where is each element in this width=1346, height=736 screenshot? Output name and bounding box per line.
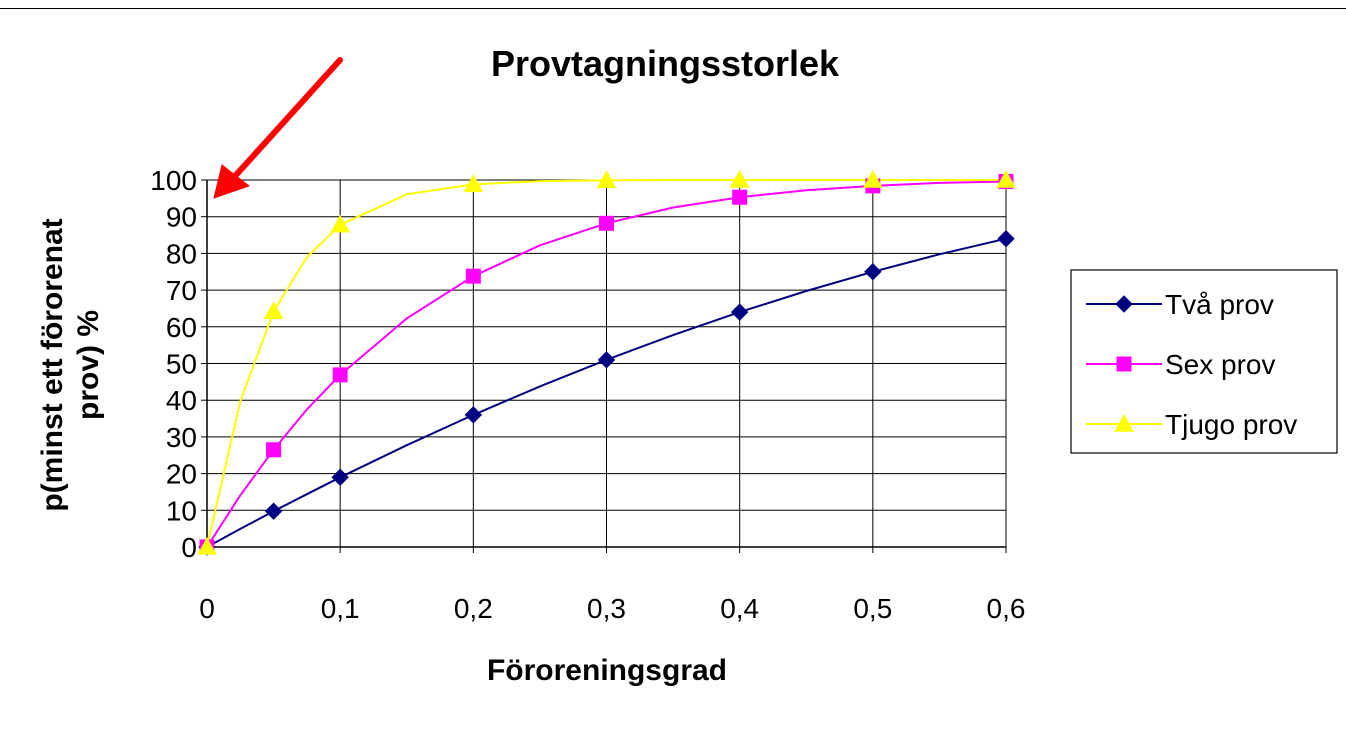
- legend: Två prov Sex prov Tjugo prov: [1070, 269, 1338, 454]
- data-point-series-2: [266, 442, 282, 458]
- y-tick-label: 90: [166, 202, 197, 233]
- x-tick-label: 0,2: [454, 593, 493, 624]
- x-tick-label: 0: [199, 593, 215, 624]
- data-point-series-1: [264, 502, 283, 520]
- data-point-series-1: [597, 351, 616, 369]
- data-point-series-2: [465, 268, 481, 284]
- x-axis-title: Föroreningsgrad: [487, 654, 727, 687]
- x-tick-label: 0,4: [720, 593, 759, 624]
- data-point-series-3: [263, 301, 284, 320]
- y-tick-label: 40: [166, 385, 197, 416]
- x-tick-label: 0,1: [321, 593, 360, 624]
- y-tick-label: 10: [166, 495, 197, 526]
- x-tick-label: 0,3: [587, 593, 626, 624]
- y-tick-label: 70: [166, 275, 197, 306]
- legend-label: Tjugo prov: [1165, 409, 1297, 440]
- red-arrow-shaft: [233, 57, 343, 178]
- x-tick-label: 0,6: [987, 593, 1026, 624]
- data-point-series-1: [331, 468, 349, 486]
- red-arrow-head: [213, 164, 251, 199]
- data-point-series-3: [330, 214, 351, 233]
- y-tick-label: 20: [166, 459, 197, 490]
- series-line-1: [206, 237, 1007, 548]
- data-point-series-3: [197, 536, 217, 555]
- chart-title: Provtagningsstorlek: [491, 43, 840, 84]
- data-point-series-3: [596, 170, 617, 189]
- legend-marker: [1115, 295, 1133, 313]
- y-tick-label: 60: [166, 312, 197, 343]
- data-point-series-1: [997, 230, 1015, 248]
- data-point-series-2: [332, 367, 348, 383]
- data-point-series-3: [463, 174, 484, 193]
- data-point-series-1: [730, 303, 749, 321]
- x-tick-label: 0,5: [853, 593, 892, 624]
- legend-box: [1070, 269, 1338, 454]
- data-point-series-1: [864, 263, 882, 281]
- y-axis-title-line-1: p(minst ett förorenat: [36, 218, 69, 511]
- legend-label: Två prov: [1165, 289, 1274, 320]
- legend-label: Sex prov: [1165, 349, 1276, 380]
- top-divider-line: [0, 8, 1346, 9]
- data-point-series-3: [862, 169, 883, 188]
- legend-marker: [1114, 413, 1134, 432]
- plot-area: 0 10 20 30 40 50 60 70 80 90 100 0 0,1 0,2 0,3 0,4 0,5 0,…: [150, 165, 1025, 624]
- y-tick-label: 80: [166, 238, 197, 269]
- legend-marker: [1116, 356, 1132, 372]
- series-line-2: [206, 180, 1007, 548]
- y-tick-label: 100: [150, 165, 197, 196]
- data-point-series-3: [996, 169, 1016, 188]
- data-point-series-2: [732, 189, 748, 205]
- y-axis-title: p(minst ett förorenat prov) %: [36, 218, 105, 511]
- y-tick-label: 30: [166, 422, 197, 453]
- data-point-series-1: [464, 406, 483, 424]
- y-tick-label: 0: [181, 532, 197, 563]
- data-point-series-2: [599, 215, 614, 231]
- y-axis-title-line-2: prov) %: [72, 310, 105, 420]
- data-point-series-3: [729, 169, 750, 188]
- y-tick-label: 50: [166, 349, 197, 380]
